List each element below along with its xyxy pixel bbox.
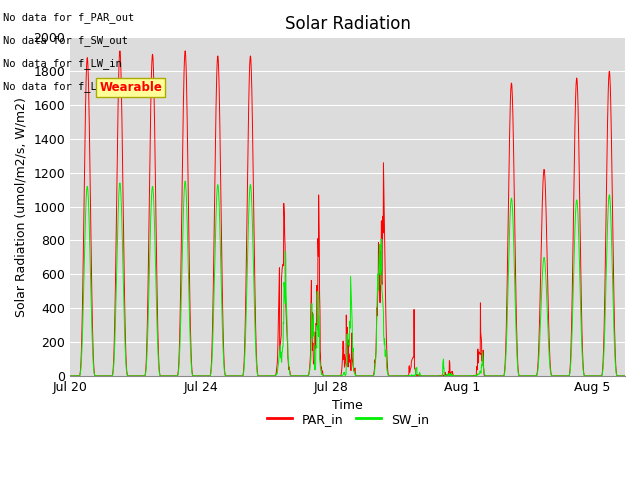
X-axis label: Time: Time — [332, 399, 363, 412]
Legend: PAR_in, SW_in: PAR_in, SW_in — [262, 408, 434, 431]
Title: Solar Radiation: Solar Radiation — [285, 15, 411, 33]
Text: No data for f_LW_in: No data for f_LW_in — [3, 58, 122, 69]
Text: No data for f_SW_out: No data for f_SW_out — [3, 35, 128, 46]
Text: No data for f_PAR_out: No data for f_PAR_out — [3, 12, 134, 23]
Y-axis label: Solar Radiation (umol/m2/s, W/m2): Solar Radiation (umol/m2/s, W/m2) — [15, 96, 28, 317]
Text: Wearable: Wearable — [99, 81, 162, 94]
Text: No data for f_LW_out: No data for f_LW_out — [3, 81, 128, 92]
